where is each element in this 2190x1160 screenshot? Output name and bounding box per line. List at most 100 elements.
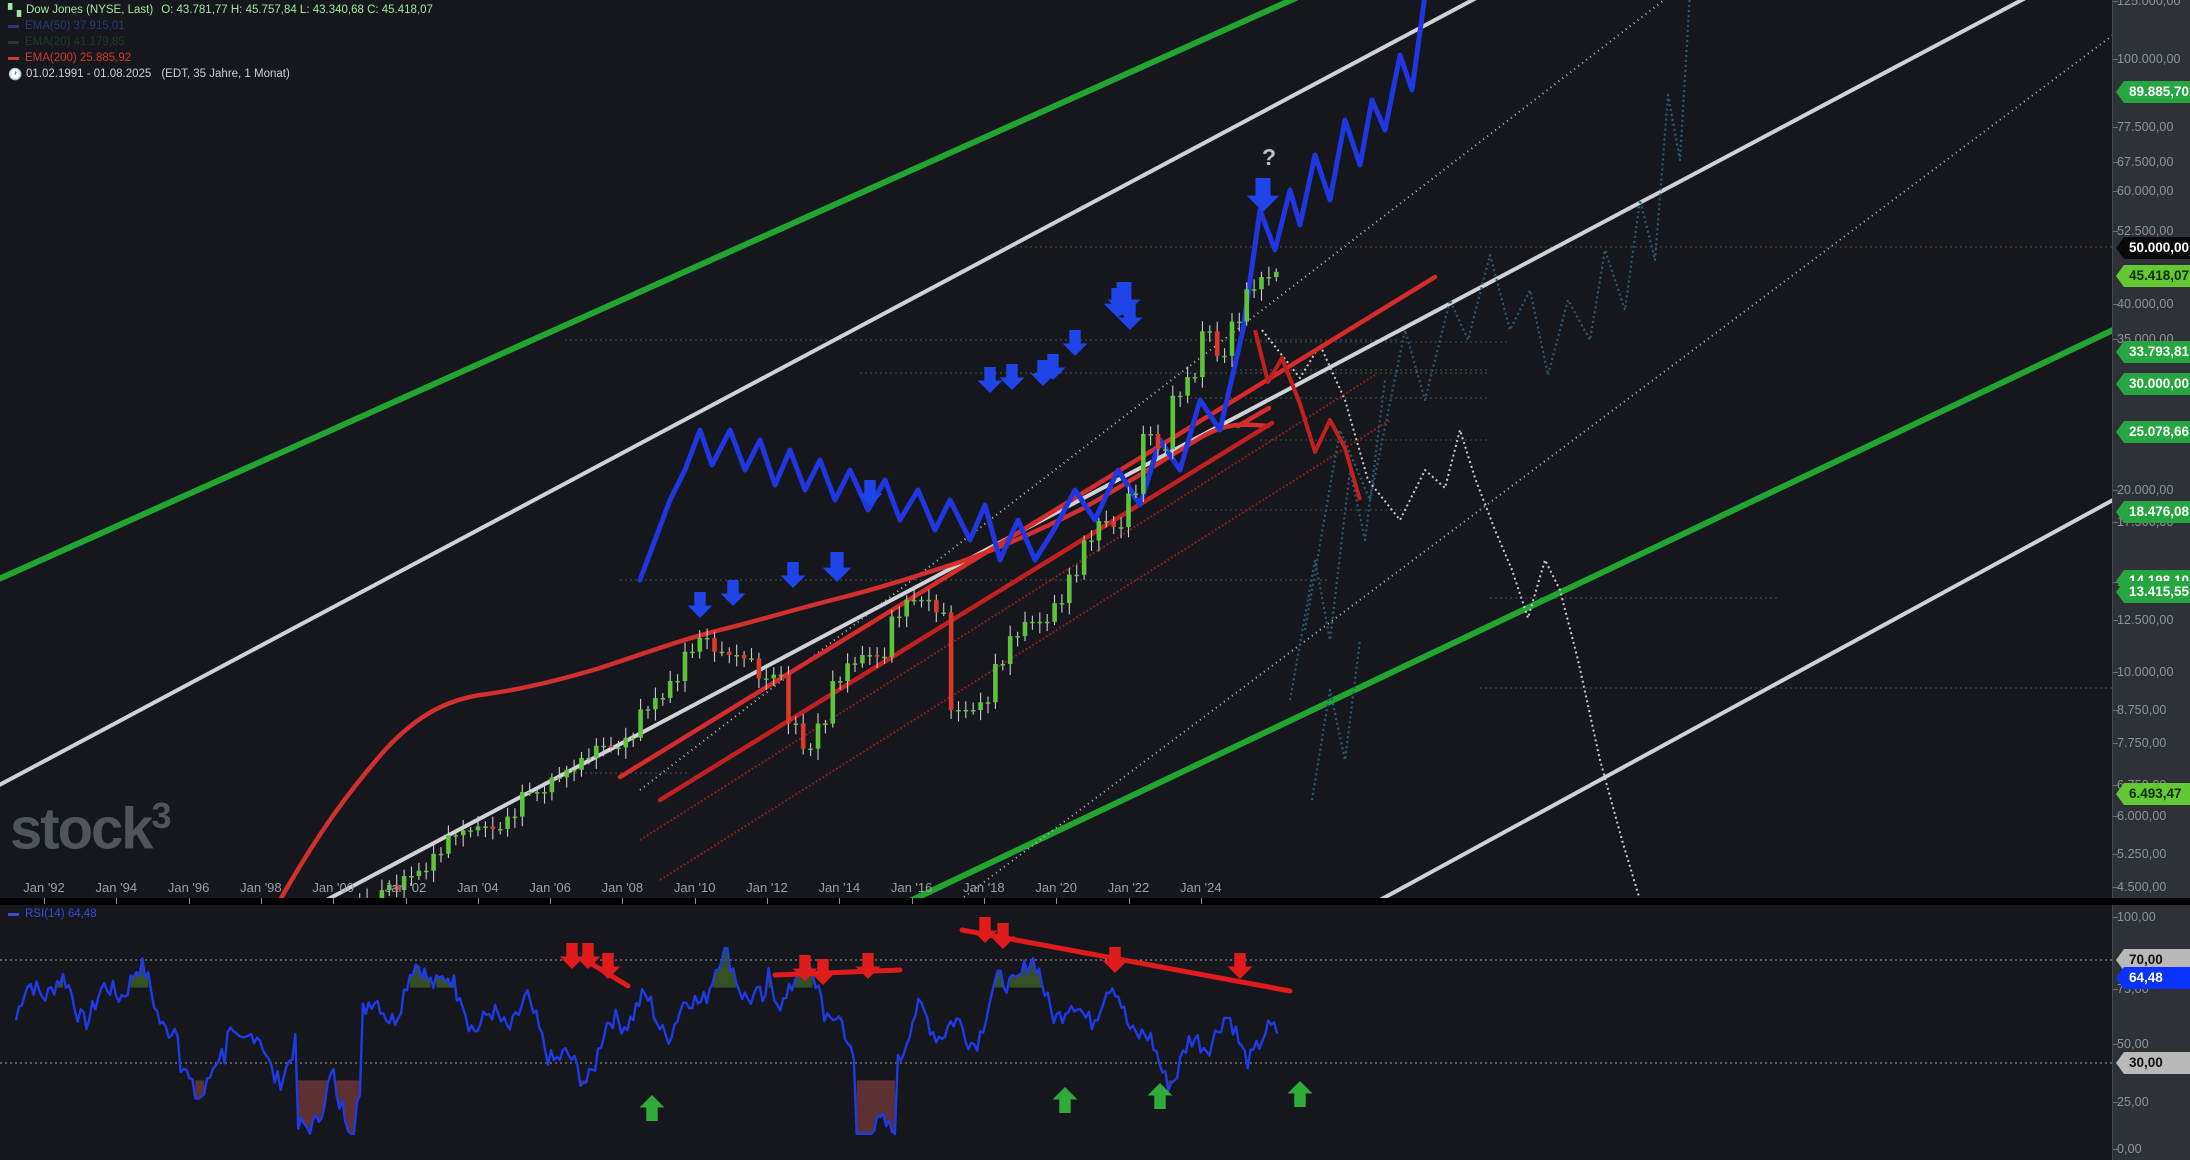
x-axis-tick — [1200, 898, 1202, 904]
legend-ema50-row[interactable]: EMA(50) 37.915,01 — [8, 19, 433, 33]
price-tick: 100.000,00 — [2113, 52, 2181, 66]
price-tick: 8.750,00 — [2112, 703, 2167, 717]
legend-ema200: EMA(200) 25.885,92 — [25, 52, 132, 64]
rsi-pane[interactable] — [0, 905, 2113, 1160]
price-tick: 40.000,00 — [2113, 297, 2174, 311]
price-tick: 67.500,00 — [2113, 155, 2174, 169]
x-axis-tick — [405, 898, 407, 904]
x-axis-label: Jan '14 — [818, 880, 861, 895]
price-tag[interactable]: 18.476,08 — [2116, 501, 2190, 523]
price-tag[interactable]: 33.793,81 — [2116, 341, 2190, 363]
x-axis-tick — [1056, 898, 1058, 904]
price-sell-arrows — [687, 178, 1280, 618]
price-tag[interactable]: 25.078,66 — [2116, 421, 2190, 443]
clock-icon: 🕐 — [8, 69, 23, 81]
price-axis[interactable]: 125.000,00 100.000,00 77.500,00 67.500,00 60… — [2112, 0, 2190, 898]
x-axis-tick — [694, 898, 696, 904]
x-axis-tick — [983, 898, 985, 904]
question-mark-annotation: ? — [1262, 144, 1276, 170]
x-axis[interactable]: Jan '92 Jan '94 Jan '96 Jan '98 Jan '00 Jan '… — [0, 880, 2113, 898]
candles-icon: ▘▖ — [8, 5, 26, 17]
cyan-projection — [1288, 0, 1691, 801]
price-tag[interactable]: 13.415,55 — [2116, 581, 2190, 603]
white-falling-projection — [1261, 329, 1641, 898]
rsi-swatch — [8, 912, 19, 916]
legend-ema200-row[interactable]: EMA(200) 25.885,92 — [8, 51, 433, 65]
legend-period-meta: (EDT, 35 Jahre, 1 Monat) — [161, 68, 290, 80]
x-axis-label: Jan '94 — [95, 880, 138, 895]
x-axis-label: Jan '18 — [963, 880, 1005, 895]
pane-divider[interactable] — [0, 898, 2190, 905]
rsi-buy-arrows — [639, 1081, 1313, 1121]
x-axis-tick — [116, 898, 118, 904]
ema20-swatch — [8, 40, 19, 44]
stock3-watermark: stock3 — [10, 795, 172, 862]
price-tick: 6.000,00 — [2112, 809, 2167, 823]
price-tick: 10.000,00 — [2113, 665, 2174, 679]
rsi-sell-arrows — [559, 917, 1253, 985]
rsi-divergence-lines — [584, 927, 1293, 994]
x-axis-tick — [911, 898, 913, 904]
red-support-trendline — [617, 274, 1438, 780]
red-inner-channel — [639, 374, 1391, 881]
price-tick: 77.500,00 — [2113, 120, 2174, 134]
rsi-tag[interactable]: 30,00 — [2116, 1052, 2190, 1074]
price-tick: 52.500,00 — [2113, 224, 2174, 238]
ema200-swatch — [8, 56, 19, 60]
rsi-tag[interactable]: 64,48 — [2116, 967, 2190, 989]
price-tick: 125.000,00 — [2113, 0, 2181, 8]
x-axis-tick — [622, 898, 624, 904]
x-axis-tick — [333, 898, 335, 904]
price-tag[interactable]: 6.493,47 — [2116, 783, 2190, 805]
rsi-legend[interactable]: RSI(14) 64,48 — [8, 908, 97, 920]
red-projection — [1253, 329, 1362, 501]
price-tag[interactable]: 30.000,00 — [2116, 373, 2190, 395]
x-axis-label: Jan '22 — [1107, 880, 1150, 895]
green-channel — [0, 0, 2113, 898]
price-tag[interactable]: 50.000,00 — [2116, 237, 2190, 259]
legend-ohlc: O: 43.781,77 H: 45.757,84 L: 43.340,68 C… — [161, 4, 433, 16]
white-channel — [0, 0, 2113, 898]
x-axis-label: Jan '98 — [240, 880, 282, 895]
rsi-line — [14, 946, 1279, 1136]
price-tick: 20.000,00 — [2113, 483, 2174, 497]
ema200-line — [278, 422, 1271, 898]
x-axis-label: Jan '08 — [601, 880, 644, 895]
rsi-axis[interactable]: 100,00 75,00 50,00 25,00 0,00 70,00 64,48 30,00 — [2112, 905, 2190, 1160]
x-axis-label: Jan '04 — [457, 880, 499, 895]
price-tick: 7.750,00 — [2112, 736, 2167, 750]
price-tick: 4.500,00 — [2112, 880, 2167, 894]
candlesticks — [359, 266, 1279, 898]
rsi-tick: 25,00 — [2113, 1095, 2149, 1109]
red-lower-trendline — [657, 420, 1275, 803]
rsi-tag[interactable]: 70,00 — [2116, 949, 2190, 971]
x-axis-tick — [44, 898, 45, 904]
x-axis-tick — [477, 898, 479, 904]
rsi-legend-label: RSI(14) 64,48 — [25, 908, 97, 920]
rsi-tick: 100,00 — [2113, 910, 2156, 924]
price-tag[interactable]: 45.418,07 — [2116, 265, 2190, 287]
legend-period-row[interactable]: 🕐 01.02.1991 - 01.08.2025 (EDT, 35 Jahre… — [8, 67, 433, 81]
rsi-chart-svg — [0, 917, 2113, 1136]
x-axis-ticks — [0, 898, 2113, 905]
price-chart-svg: ? — [0, 0, 2113, 898]
x-axis-label: Jan '24 — [1180, 880, 1222, 895]
legend-period-range: 01.02.1991 - 01.08.2025 — [26, 68, 152, 80]
price-tick: 12.500,00 — [2113, 613, 2174, 627]
legend-ema20-row[interactable]: EMA(20) 41.179,85 — [8, 35, 433, 49]
price-tag[interactable]: 89.885,70 — [2116, 81, 2190, 103]
white-dotted-guides — [639, 0, 2113, 898]
x-axis-label: Jan '96 — [167, 880, 210, 895]
horizontal-levels — [560, 246, 2113, 774]
rsi-tick: 50,00 — [2113, 1037, 2149, 1051]
legend-instrument-row[interactable]: ▘▖ Dow Jones (NYSE, Last) O: 43.781,77 H… — [8, 3, 433, 17]
x-axis-tick — [188, 898, 190, 904]
x-axis-label: Jan '10 — [673, 880, 716, 895]
legend-instrument: Dow Jones (NYSE, Last) — [26, 4, 154, 16]
x-axis-tick — [1128, 898, 1130, 904]
price-pane[interactable]: stock3 — [0, 0, 2113, 900]
x-axis-label: Jan '20 — [1035, 880, 1077, 895]
x-axis-tick — [767, 898, 768, 904]
chart-legend: ▘▖ Dow Jones (NYSE, Last) O: 43.781,77 H… — [8, 3, 433, 83]
x-axis-tick — [260, 898, 262, 904]
